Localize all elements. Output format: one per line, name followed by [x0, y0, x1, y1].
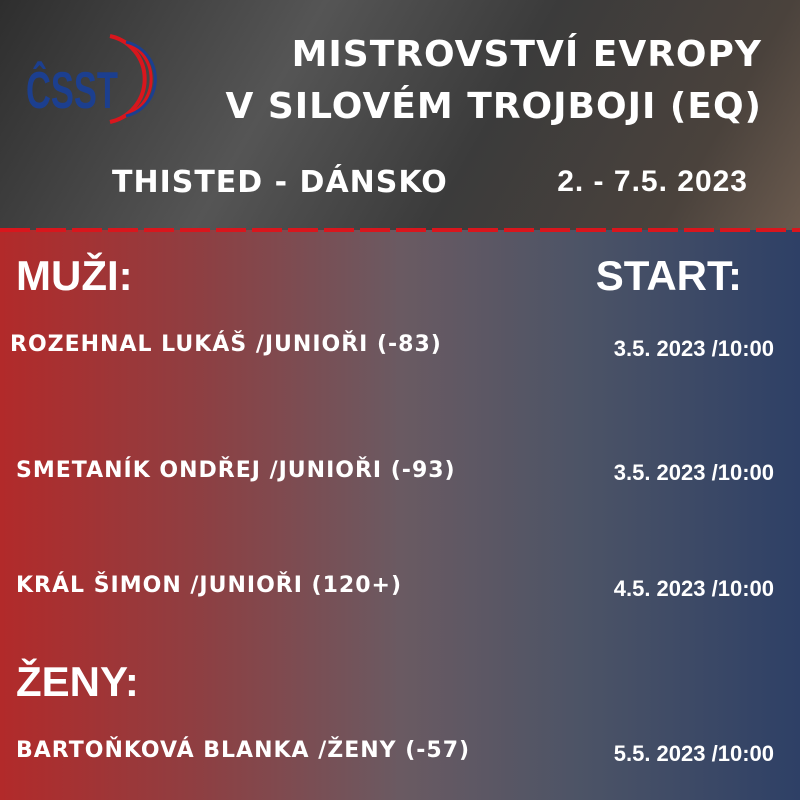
athlete-name: BARTOŇKOVÁ BLANKA /ŽENY (-57) — [16, 738, 471, 763]
women-heading: ŽENY: — [16, 658, 139, 705]
athlete-name: ROZEHNAL LUKÁŠ /JUNIOŘI (-83) — [10, 332, 442, 357]
svg-text:ĈSST: ĈSST — [26, 61, 118, 120]
athlete-start: 3.5. 2023 /10:00 — [613, 336, 774, 361]
title-line-1: MISTROVSTVÍ EVROPY — [291, 34, 762, 75]
event-dates: 2. - 7.5. 2023 — [557, 165, 748, 198]
athlete-name: SMETANÍK ONDŘEJ /JUNIOŘI (-93) — [16, 458, 456, 483]
title-line-2: V SILOVÉM TROJBOJI (EQ) — [225, 86, 762, 127]
athlete-start: 3.5. 2023 /10:00 — [613, 460, 774, 485]
athlete-name: KRÁL ŠIMON /JUNIOŘI (120+) — [16, 573, 403, 598]
men-heading: MUŽI: — [16, 252, 133, 299]
dashed-divider — [0, 228, 800, 232]
athlete-start: 5.5. 2023 /10:00 — [613, 741, 774, 766]
start-heading: START: — [595, 252, 742, 299]
csst-logo: ĈSST — [26, 34, 157, 124]
content-background — [0, 230, 800, 800]
location: THISTED - DÁNSKO — [112, 165, 448, 200]
athlete-start: 4.5. 2023 /10:00 — [613, 576, 774, 601]
